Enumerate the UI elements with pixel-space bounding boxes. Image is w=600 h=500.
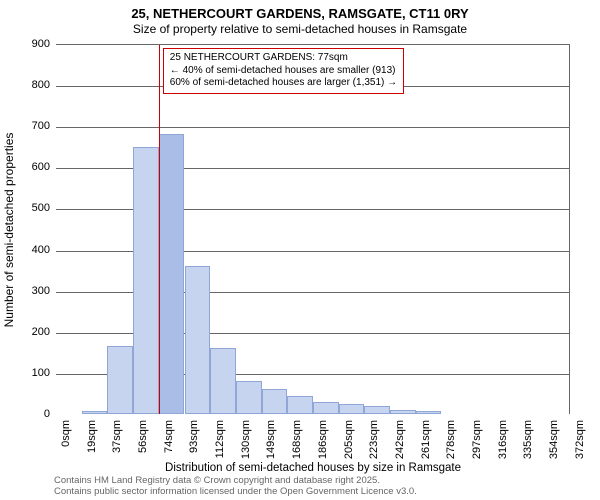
annotation-line-2: ← 40% of semi-detached houses are smalle… bbox=[170, 65, 397, 78]
histogram-bar bbox=[210, 348, 236, 414]
y-tick-label: 700 bbox=[6, 120, 50, 132]
x-tick-label: 168sqm bbox=[291, 420, 303, 459]
x-tick-label: 354sqm bbox=[548, 420, 560, 459]
x-axis-label: Distribution of semi-detached houses by … bbox=[56, 462, 570, 474]
histogram-bar bbox=[107, 346, 133, 414]
y-tick-label: 800 bbox=[6, 79, 50, 91]
histogram-bar bbox=[287, 396, 313, 415]
page-title: 25, NETHERCOURT GARDENS, RAMSGATE, CT11 … bbox=[0, 6, 600, 21]
x-tick-label: 223sqm bbox=[368, 420, 380, 459]
annotation-line-1: 25 NETHERCOURT GARDENS: 77sqm bbox=[170, 52, 397, 65]
footer-attribution: Contains HM Land Registry data © Crown c… bbox=[54, 476, 417, 498]
x-tick-label: 19sqm bbox=[86, 420, 98, 453]
x-tick-label: 37sqm bbox=[111, 420, 123, 453]
x-tick-label: 261sqm bbox=[420, 420, 432, 459]
histogram-bar bbox=[133, 147, 159, 414]
gridline bbox=[56, 127, 569, 128]
y-tick-label: 0 bbox=[6, 408, 50, 420]
x-tick-label: 335sqm bbox=[522, 420, 534, 459]
x-tick-label: 149sqm bbox=[265, 420, 277, 459]
x-tick-label: 93sqm bbox=[188, 420, 200, 453]
x-tick-label: 0sqm bbox=[60, 420, 72, 447]
highlight-marker-line bbox=[159, 45, 160, 414]
x-tick-label: 130sqm bbox=[240, 420, 252, 459]
histogram-bar bbox=[416, 411, 442, 414]
histogram-bar bbox=[262, 389, 288, 414]
y-tick-label: 300 bbox=[6, 285, 50, 297]
x-tick-label: 205sqm bbox=[343, 420, 355, 459]
x-tick-label: 278sqm bbox=[445, 420, 457, 459]
annotation-box: 25 NETHERCOURT GARDENS: 77sqm← 40% of se… bbox=[163, 48, 404, 94]
x-tick-label: 74sqm bbox=[163, 420, 175, 453]
x-tick-label: 316sqm bbox=[497, 420, 509, 459]
page-subtitle: Size of property relative to semi-detach… bbox=[0, 22, 600, 36]
histogram-chart bbox=[56, 44, 570, 414]
x-tick-label: 297sqm bbox=[471, 420, 483, 459]
y-tick-label: 100 bbox=[6, 367, 50, 379]
histogram-bar bbox=[185, 266, 211, 414]
x-tick-label: 56sqm bbox=[137, 420, 149, 453]
footer-line-2: Contains public sector information licen… bbox=[54, 487, 417, 498]
histogram-bar bbox=[82, 411, 108, 414]
y-tick-label: 900 bbox=[6, 38, 50, 50]
y-tick-label: 500 bbox=[6, 202, 50, 214]
y-tick-label: 600 bbox=[6, 161, 50, 173]
histogram-bar-highlight bbox=[159, 134, 185, 414]
histogram-bar bbox=[390, 410, 416, 414]
x-tick-label: 242sqm bbox=[394, 420, 406, 459]
y-tick-label: 400 bbox=[6, 244, 50, 256]
histogram-bar bbox=[364, 406, 390, 414]
x-tick-label: 372sqm bbox=[574, 420, 586, 459]
histogram-bar bbox=[313, 402, 339, 414]
histogram-bar bbox=[339, 404, 365, 414]
x-tick-label: 186sqm bbox=[317, 420, 329, 459]
histogram-bar bbox=[236, 381, 262, 414]
x-tick-label: 112sqm bbox=[214, 420, 226, 458]
annotation-line-3: 60% of semi-detached houses are larger (… bbox=[170, 77, 397, 90]
y-tick-label: 200 bbox=[6, 326, 50, 338]
